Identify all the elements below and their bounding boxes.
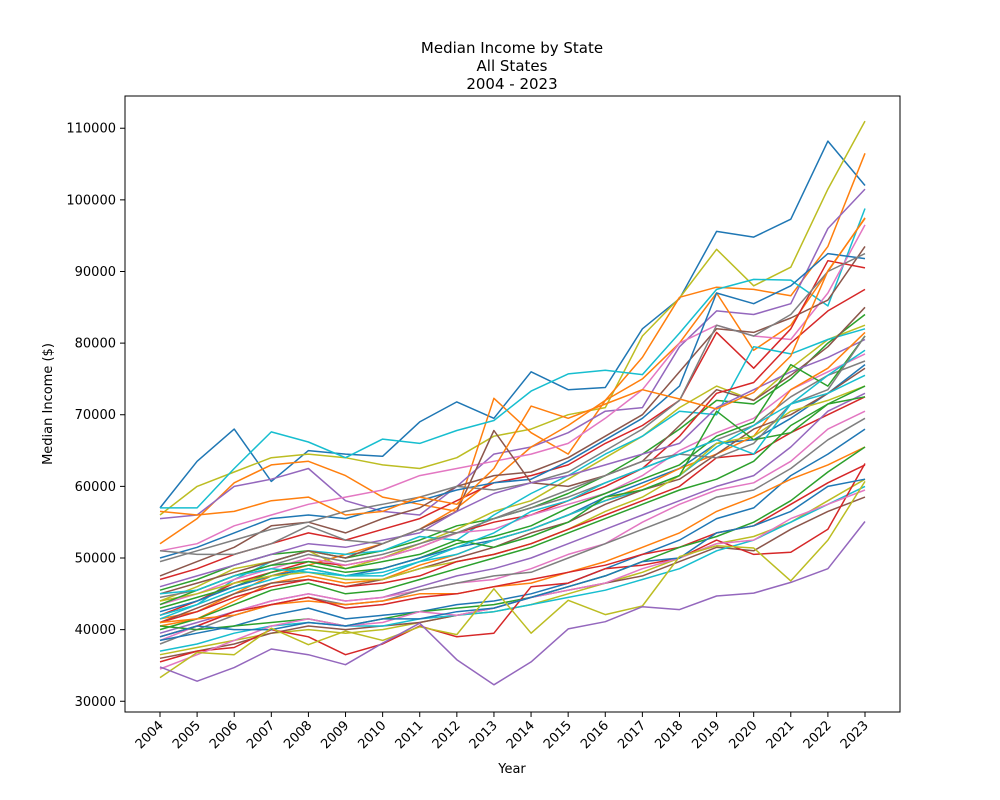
series-line-9 bbox=[159, 259, 866, 581]
y-tick-label: 50000 bbox=[75, 552, 116, 567]
x-tick-label: 2017 bbox=[615, 718, 649, 752]
x-tick-label: 2015 bbox=[541, 718, 575, 752]
series-line-43 bbox=[159, 218, 866, 516]
series-line-10 bbox=[159, 252, 866, 559]
series-line-20 bbox=[159, 335, 866, 609]
x-tick-label: 2021 bbox=[764, 718, 798, 752]
series-line-2 bbox=[159, 120, 866, 516]
series-line-25 bbox=[159, 385, 866, 602]
x-tick-label: 2005 bbox=[170, 718, 204, 752]
y-tick-label: 80000 bbox=[75, 337, 116, 352]
x-tick-label: 2006 bbox=[207, 718, 241, 752]
x-tick-label: 2007 bbox=[244, 718, 278, 752]
x-tick-label: 2010 bbox=[355, 718, 389, 752]
series-line-26 bbox=[159, 396, 866, 624]
chart-title-line-1: Median Income by State bbox=[421, 39, 603, 57]
y-tick-label: 40000 bbox=[75, 623, 116, 638]
x-tick-label: 2023 bbox=[838, 718, 872, 752]
series-line-34 bbox=[159, 446, 866, 631]
x-tick-label: 2020 bbox=[727, 718, 761, 752]
series-line-1 bbox=[159, 140, 866, 509]
x-tick-label: 2011 bbox=[393, 718, 427, 752]
series-line-15 bbox=[159, 306, 866, 595]
x-tick-label: 2009 bbox=[318, 718, 352, 752]
x-axis: 2004 2005 2006 2007 2008 2009 2010 2011 2012 2013… bbox=[133, 712, 872, 752]
x-tick-label: 2013 bbox=[467, 718, 501, 752]
series-line-6 bbox=[159, 217, 866, 620]
series-line-46 bbox=[159, 374, 866, 595]
series-line-23 bbox=[159, 349, 866, 617]
x-tick-label: 2022 bbox=[801, 718, 835, 752]
y-tick-label: 90000 bbox=[75, 265, 116, 280]
x-tick-label: 2012 bbox=[430, 718, 464, 752]
series-line-42 bbox=[159, 521, 866, 686]
series-line-24 bbox=[159, 367, 866, 624]
series-line-11 bbox=[159, 252, 866, 563]
x-tick-label: 2019 bbox=[689, 718, 723, 752]
chart-title-line-3: 2004 - 2023 bbox=[466, 75, 557, 93]
series-line-41 bbox=[159, 480, 866, 679]
series-line-5 bbox=[160, 208, 866, 509]
series-line-45 bbox=[159, 396, 866, 606]
series-line-27 bbox=[159, 385, 866, 631]
series-line-8 bbox=[159, 245, 866, 577]
y-tick-label: 60000 bbox=[75, 480, 116, 495]
y-tick-label: 100000 bbox=[66, 193, 116, 208]
x-tick-label: 2014 bbox=[504, 718, 538, 752]
series-line-4 bbox=[159, 188, 866, 520]
x-tick-label: 2008 bbox=[281, 718, 315, 752]
y-axis: 30000 40000 50000 60000 70000 80000 90000 10000… bbox=[66, 122, 125, 710]
series-lines bbox=[159, 120, 866, 686]
series-line-40 bbox=[159, 478, 866, 638]
x-tick-label: 2016 bbox=[578, 718, 612, 752]
series-line-31 bbox=[159, 428, 866, 642]
series-line-44 bbox=[159, 335, 866, 556]
plot-area-frame bbox=[124, 95, 901, 713]
x-tick-label: 2004 bbox=[133, 718, 167, 752]
series-line-17 bbox=[159, 338, 866, 588]
series-line-19 bbox=[159, 360, 866, 599]
y-axis-label: Median Income ($) bbox=[41, 343, 56, 465]
y-tick-label: 70000 bbox=[75, 408, 116, 423]
y-tick-label: 110000 bbox=[66, 122, 116, 137]
series-line-3 bbox=[159, 153, 866, 545]
x-axis-label: Year bbox=[497, 762, 526, 777]
y-tick-label: 30000 bbox=[75, 695, 116, 710]
x-tick-label: 2018 bbox=[652, 718, 686, 752]
chart-title-line-2: All States bbox=[477, 57, 548, 75]
